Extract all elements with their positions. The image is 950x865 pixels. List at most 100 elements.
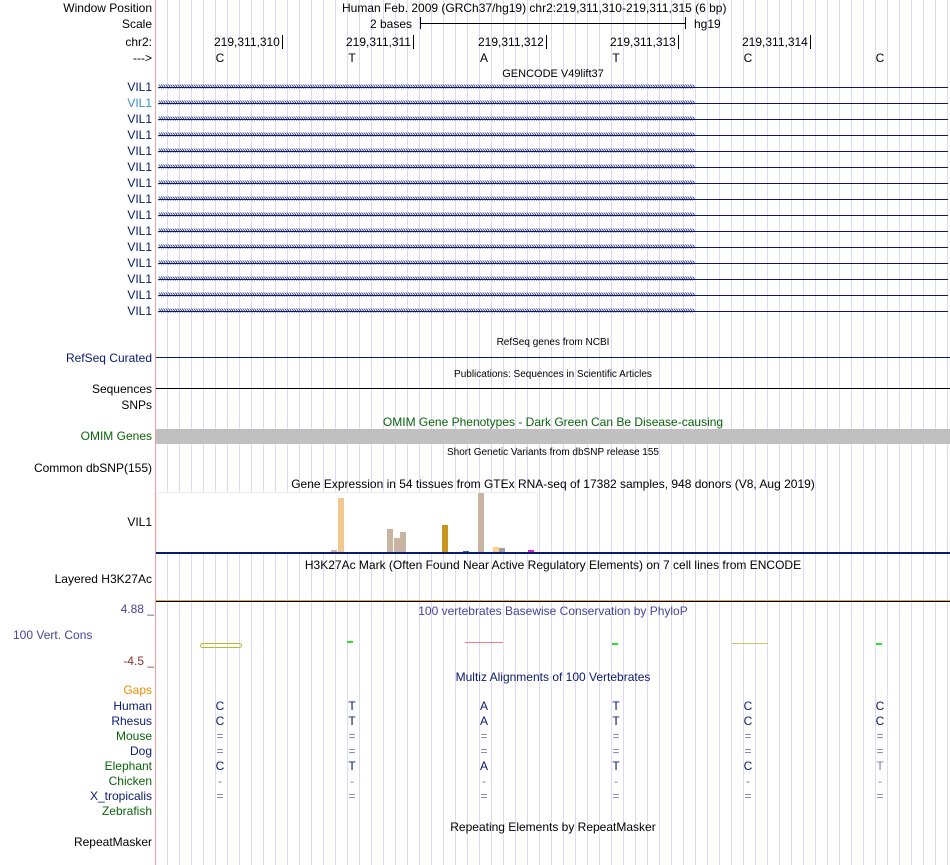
gencode-gene-label[interactable]: VIL1	[127, 80, 152, 94]
gtex-chart[interactable]	[156, 492, 538, 553]
gtex-tissue-bar[interactable]	[394, 538, 400, 553]
h3k27ac-line	[156, 600, 950, 601]
ruler-position: 219,311,313	[610, 35, 679, 49]
species-label[interactable]: X_tropicalis	[89, 789, 152, 803]
refseq-label[interactable]: RefSeq Curated	[65, 351, 152, 365]
alignment-base: C	[215, 759, 225, 773]
gene-strand-arrows-icon[interactable]: ››››››››››››››››››››››››››››››››››››››››…	[158, 130, 948, 140]
gencode-gene-label[interactable]: VIL1	[127, 176, 152, 190]
gene-strand-arrows-icon[interactable]: ››››››››››››››››››››››››››››››››››››››››…	[158, 306, 948, 316]
alignment-base: C	[743, 759, 753, 773]
gtex-tissue-bar[interactable]	[528, 550, 534, 553]
gene-strand-arrows-icon[interactable]: ››››››››››››››››››››››››››››››››››››››››…	[158, 114, 948, 124]
pubs-track-line[interactable]	[156, 388, 950, 389]
gene-strand-arrows-icon[interactable]: ››››››››››››››››››››››››››››››››››››››››…	[158, 82, 948, 92]
gene-strand-arrows-icon[interactable]: ››››››››››››››››››››››››››››››››››››››››…	[158, 258, 948, 268]
refseq-title: RefSeq genes from NCBI	[496, 337, 610, 348]
omim-label[interactable]: OMIM Genes	[80, 429, 152, 443]
alignment-base: C	[215, 699, 225, 713]
gencode-gene-label[interactable]: VIL1	[127, 288, 152, 302]
pubs-title: Publications: Sequences in Scientific Ar…	[454, 369, 652, 380]
alignment-base: -	[350, 774, 354, 788]
pubs-label[interactable]: Sequences	[91, 382, 152, 396]
ruler-position: 219,311,311	[346, 35, 414, 49]
species-label[interactable]: Human	[113, 699, 152, 713]
gene-strand-arrows-icon[interactable]: ››››››››››››››››››››››››››››››››››››››››…	[158, 194, 948, 204]
dbsnp-title: Short Genetic Variants from dbSNP releas…	[447, 447, 659, 458]
ruler-base: T	[348, 51, 356, 65]
gtex-tissue-bar[interactable]	[499, 548, 505, 553]
species-label[interactable]: Rhesus	[111, 714, 152, 728]
phylop-label[interactable]: 100 Vert. Cons	[13, 628, 93, 642]
gencode-gene-label[interactable]: VIL1	[127, 208, 152, 222]
species-label[interactable]: Zebrafish	[101, 804, 152, 818]
species-label[interactable]: Elephant	[104, 759, 152, 773]
gtex-tissue-bar[interactable]	[442, 525, 448, 553]
phylop-mark	[876, 643, 882, 645]
gtex-title: Gene Expression in 54 tissues from GTEx …	[291, 477, 815, 491]
h3k27ac-label[interactable]: Layered H3K27Ac	[54, 572, 152, 586]
gene-strand-arrows-icon[interactable]: ››››››››››››››››››››››››››››››››››››››››…	[158, 290, 948, 300]
dbsnp-label[interactable]: Common dbSNP(155)	[33, 461, 152, 475]
alignment-base: C	[743, 699, 753, 713]
species-label[interactable]: Chicken	[108, 774, 152, 788]
gencode-gene-label[interactable]: VIL1	[127, 160, 152, 174]
strand-label: --->	[133, 51, 152, 65]
gencode-gene-label[interactable]: VIL1	[127, 112, 152, 126]
gene-strand-arrows-icon[interactable]: ››››››››››››››››››››››››››››››››››››››››…	[158, 98, 948, 108]
alignment-base: C	[875, 714, 885, 728]
gencode-title: GENCODE V49lift37	[502, 68, 604, 80]
alignment-base: =	[480, 729, 488, 743]
gencode-gene-label[interactable]: VIL1	[127, 96, 152, 110]
gencode-gene-label[interactable]: VIL1	[127, 272, 152, 286]
alignment-base: =	[612, 729, 620, 743]
alignment-base: =	[744, 729, 752, 743]
alignment-base: C	[743, 714, 753, 728]
chrom-label: chr2:	[125, 35, 152, 49]
repeatmasker-label[interactable]: RepeatMasker	[73, 835, 152, 849]
refseq-track-line[interactable]	[156, 357, 950, 358]
alignment-base: -	[746, 774, 750, 788]
gencode-gene-label[interactable]: VIL1	[127, 192, 152, 206]
gtex-tissue-bar[interactable]	[400, 532, 406, 553]
gene-strand-arrows-icon[interactable]: ››››››››››››››››››››››››››››››››››››››››…	[158, 274, 948, 284]
gencode-gene-label[interactable]: VIL1	[127, 224, 152, 238]
gtex-label[interactable]: VIL1	[127, 515, 152, 529]
species-label[interactable]: Dog	[129, 744, 152, 758]
gtex-tissue-bar[interactable]	[387, 529, 393, 553]
ruler-base: T	[612, 51, 620, 65]
gencode-gene-label[interactable]: VIL1	[127, 304, 152, 318]
gencode-gene-label[interactable]: VIL1	[127, 144, 152, 158]
alignment-base: T	[612, 714, 620, 728]
phylop-min: -4.5 _	[123, 654, 154, 668]
alignment-base: T	[348, 759, 356, 773]
alignment-base: =	[876, 789, 884, 803]
gene-strand-arrows-icon[interactable]: ››››››››››››››››››››››››››››››››››››››››…	[158, 162, 948, 172]
gene-strand-arrows-icon[interactable]: ››››››››››››››››››››››››››››››››››››››››…	[158, 146, 948, 156]
gencode-gene-label[interactable]: VIL1	[127, 256, 152, 270]
scale-bar	[420, 17, 686, 29]
gene-strand-arrows-icon[interactable]: ››››››››››››››››››››››››››››››››››››››››…	[158, 210, 948, 220]
gtex-tissue-bar[interactable]	[331, 550, 337, 553]
gtex-tissue-bar[interactable]	[478, 493, 484, 553]
gencode-gene-label[interactable]: VIL1	[127, 240, 152, 254]
gene-strand-arrows-icon[interactable]: ››››››››››››››››››››››››››››››››››››››››…	[158, 242, 948, 252]
species-label[interactable]: Mouse	[115, 729, 152, 743]
h3k27ac-base	[156, 601, 950, 602]
alignment-base: C	[215, 714, 225, 728]
gene-strand-arrows-icon[interactable]: ››››››››››››››››››››››››››››››››››››››››…	[158, 178, 948, 188]
gtex-tissue-bar[interactable]	[338, 498, 344, 553]
multiz-title: Multiz Alignments of 100 Vertebrates	[455, 670, 651, 684]
gene-strand-arrows-icon[interactable]: ››››››››››››››››››››››››››››››››››››››››…	[158, 226, 948, 236]
alignment-base: =	[480, 744, 488, 758]
alignment-base: -	[218, 774, 222, 788]
snps-label: SNPs	[121, 398, 152, 412]
gencode-gene-label[interactable]: VIL1	[127, 128, 152, 142]
alignment-base: =	[348, 789, 356, 803]
omim-gene-bar[interactable]	[156, 429, 950, 444]
ruler-base: C	[875, 51, 885, 65]
alignment-base: C	[875, 699, 885, 713]
gtex-tissue-bar[interactable]	[493, 547, 499, 553]
phylop-max: 4.88 _	[120, 602, 154, 616]
